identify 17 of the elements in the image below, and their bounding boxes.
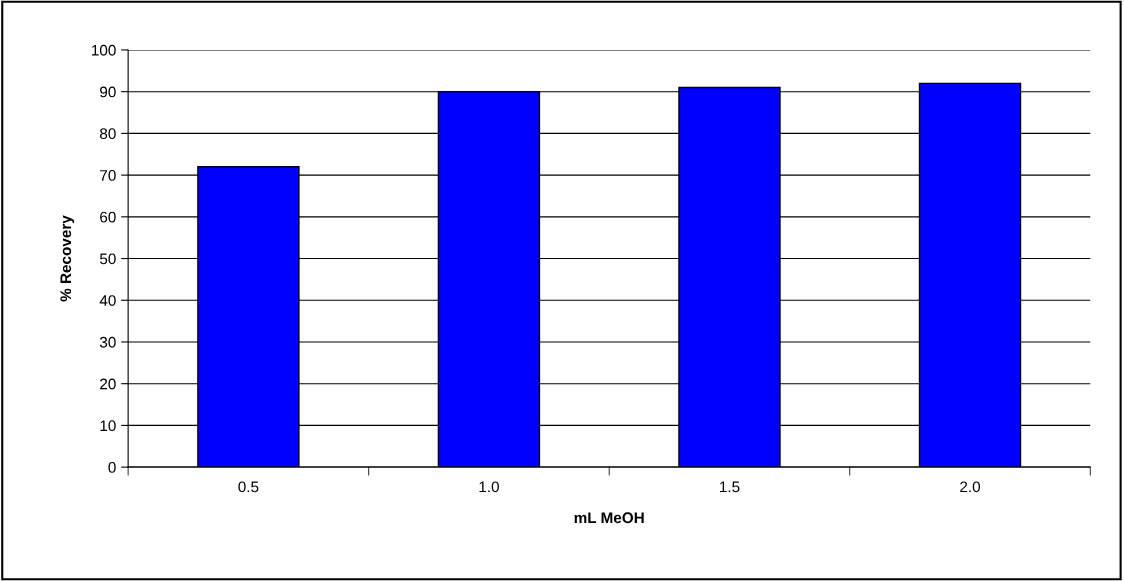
x-tick-label: 2.0 — [960, 481, 981, 493]
y-tick-label: 90 — [100, 86, 116, 98]
y-tick-label: 30 — [99, 336, 116, 348]
x-axis-title: mL MeOH — [574, 512, 644, 524]
y-tick-label: 20 — [100, 378, 116, 390]
y-tick-label: 60 — [100, 211, 116, 223]
y-tick-label: 80 — [100, 128, 116, 140]
x-tick-label: 0.5 — [238, 481, 259, 493]
y-tick-label: 40 — [99, 295, 116, 306]
y-tick-label: 0 — [108, 461, 116, 473]
y-tick-label: 50 — [99, 253, 116, 265]
y-tick-label: 100 — [92, 44, 116, 56]
y-tick-label: 70 — [100, 169, 116, 181]
x-tick-label: 1.5 — [720, 481, 740, 493]
y-axis-title: % Recovery — [60, 215, 75, 302]
x-tick-label: 1.0 — [479, 481, 499, 493]
y-tick-label: 10 — [100, 420, 116, 432]
